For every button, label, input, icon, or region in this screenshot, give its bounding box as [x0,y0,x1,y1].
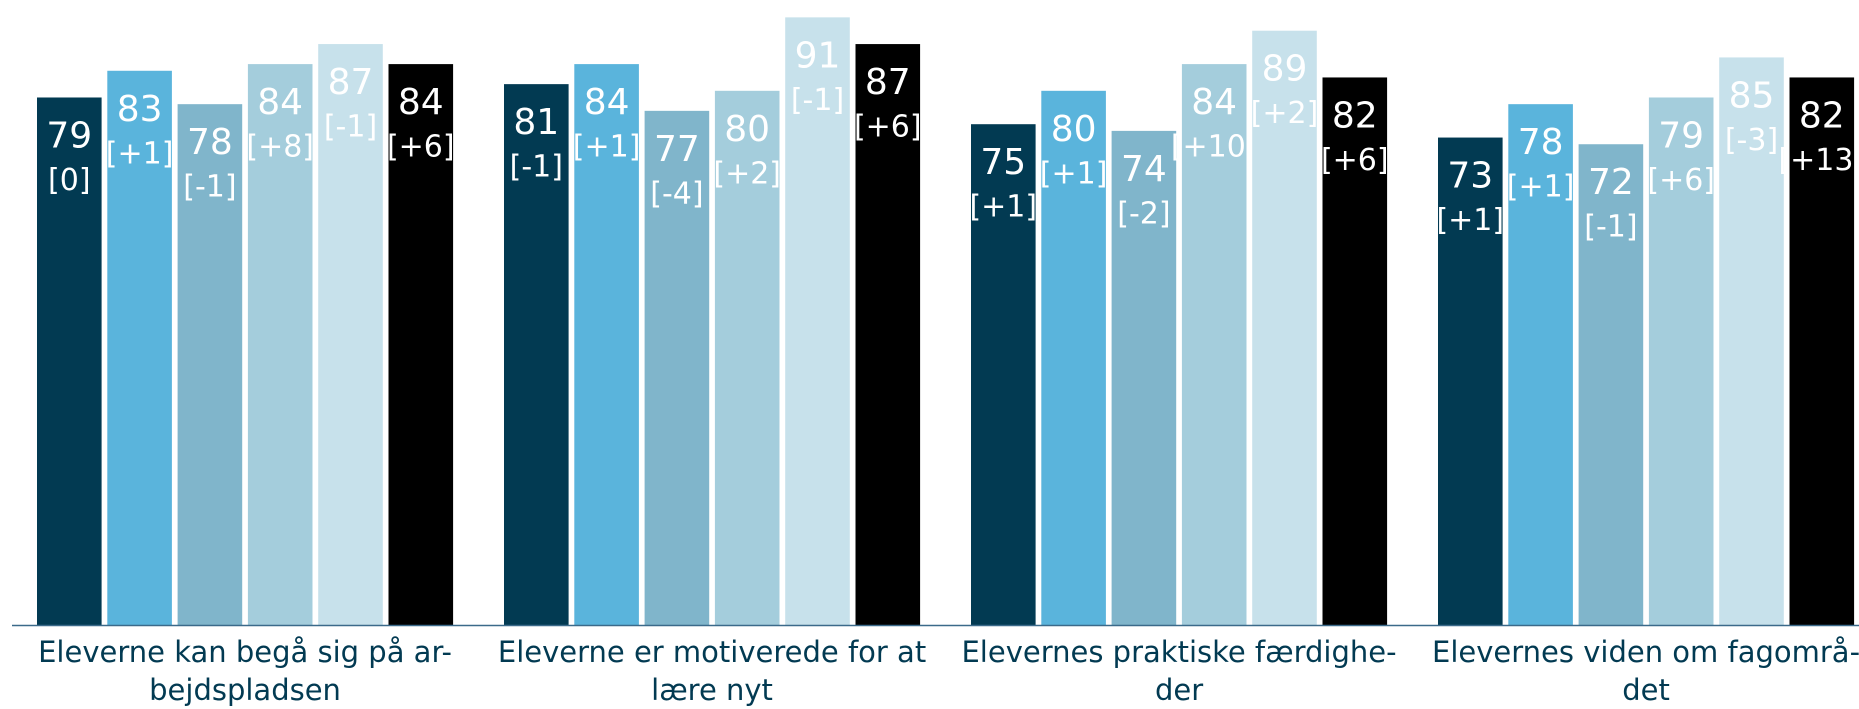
bar [1041,90,1106,626]
change-label: [-1] [510,150,563,185]
value-label: 82 [1799,95,1845,136]
bar [971,124,1036,625]
bar [1438,137,1503,626]
bar [1719,57,1784,625]
value-label: 81 [513,102,559,143]
bar [388,64,454,626]
value-label: 79 [46,115,92,156]
bar [1252,30,1317,625]
change-label: [+1] [1507,170,1575,205]
bar [177,104,243,625]
change-label: [+6] [1321,143,1389,178]
bar [318,44,383,626]
bar [855,44,921,626]
value-label: 79 [1658,115,1704,156]
x-tick-label: bejdspladsen [149,673,341,707]
bar [714,90,780,626]
value-label: 91 [795,35,841,76]
x-tick-label: Elevernes viden om fagområ- [1432,635,1859,669]
x-tick-label: Elevernes praktiske færdighe- [961,635,1396,669]
value-label: 73 [1447,156,1493,197]
bar [247,64,313,626]
bar [644,110,710,626]
value-label: 84 [584,82,630,123]
bar [1789,77,1855,625]
change-label: [+1] [106,136,174,171]
change-label: [-2] [1117,196,1170,231]
change-label: [-1] [324,110,377,145]
change-label: [+6] [854,110,922,145]
change-label: [+2] [713,156,781,191]
x-tick-label: der [1155,673,1203,707]
change-label: [+6] [1647,163,1715,198]
change-label: [+1] [573,130,641,165]
change-label: [-1] [1584,210,1637,245]
value-label: 72 [1588,162,1634,203]
change-label: [+1] [1436,203,1504,238]
change-label: [+2] [1251,96,1319,131]
value-label: 84 [257,82,303,123]
bar [574,64,639,626]
value-label: 80 [1051,109,1097,150]
change-label: [+8] [246,130,314,165]
x-tick-label: det [1622,673,1670,707]
change-label: [+6] [387,130,455,165]
value-label: 74 [1121,149,1167,190]
value-label: 78 [1518,122,1564,163]
x-tick-label: lære nyt [651,673,773,707]
value-label: 83 [117,89,163,130]
change-label: [+13] [1778,143,1859,178]
bar [1508,104,1573,625]
bar [1648,97,1714,625]
x-tick-label: Eleverne er motiverede for at [498,635,926,669]
change-label: [+10] [1171,130,1258,165]
change-label: [-1] [183,170,236,205]
value-label: 78 [187,122,233,163]
value-label: 75 [980,142,1026,183]
bar [1181,64,1247,626]
change-label: [-1] [791,83,844,118]
bar [37,97,102,625]
change-label: [-3] [1725,123,1778,158]
change-label: [+1] [969,190,1037,225]
value-label: 82 [1332,95,1378,136]
bar [1322,77,1388,625]
value-label: 80 [724,109,770,150]
bar [107,70,172,626]
bar [1111,130,1177,625]
bar [504,84,569,625]
x-tick-label: Eleverne kan begå sig på ar- [38,635,452,669]
value-label: 84 [398,82,444,123]
change-label: [-4] [650,176,703,211]
value-label: 87 [328,62,374,103]
value-label: 84 [1191,82,1237,123]
bar [785,17,850,626]
value-label: 85 [1729,75,1775,116]
value-label: 89 [1262,49,1308,90]
value-label: 77 [654,129,700,170]
change-label: [0] [48,163,91,198]
change-label: [+1] [1040,156,1108,191]
bar [1578,144,1644,625]
value-label: 87 [865,62,911,103]
